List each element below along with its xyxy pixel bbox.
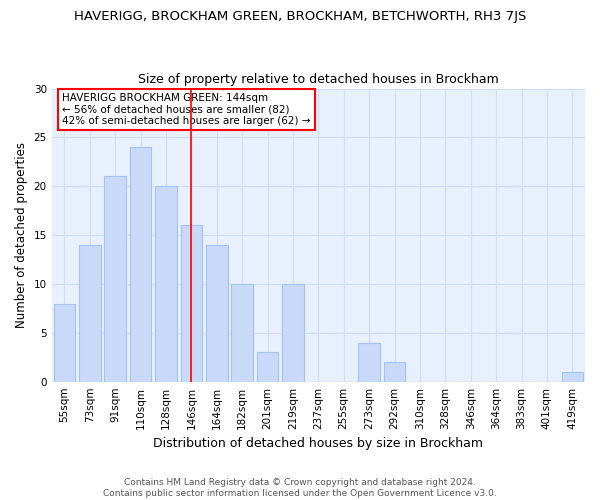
Bar: [358, 342, 380, 382]
Bar: [53, 304, 75, 382]
Bar: [206, 245, 227, 382]
Text: HAVERIGG, BROCKHAM GREEN, BROCKHAM, BETCHWORTH, RH3 7JS: HAVERIGG, BROCKHAM GREEN, BROCKHAM, BETC…: [74, 10, 526, 23]
Bar: [562, 372, 583, 382]
Text: HAVERIGG BROCKHAM GREEN: 144sqm
← 56% of detached houses are smaller (82)
42% of: HAVERIGG BROCKHAM GREEN: 144sqm ← 56% of…: [62, 93, 311, 126]
Y-axis label: Number of detached properties: Number of detached properties: [15, 142, 28, 328]
Bar: [257, 352, 278, 382]
Bar: [232, 284, 253, 382]
X-axis label: Distribution of detached houses by size in Brockham: Distribution of detached houses by size …: [154, 437, 484, 450]
Bar: [155, 186, 177, 382]
Bar: [181, 226, 202, 382]
Text: Contains HM Land Registry data © Crown copyright and database right 2024.
Contai: Contains HM Land Registry data © Crown c…: [103, 478, 497, 498]
Bar: [282, 284, 304, 382]
Title: Size of property relative to detached houses in Brockham: Size of property relative to detached ho…: [138, 73, 499, 86]
Bar: [79, 245, 101, 382]
Bar: [130, 147, 151, 382]
Bar: [104, 176, 126, 382]
Bar: [384, 362, 406, 382]
